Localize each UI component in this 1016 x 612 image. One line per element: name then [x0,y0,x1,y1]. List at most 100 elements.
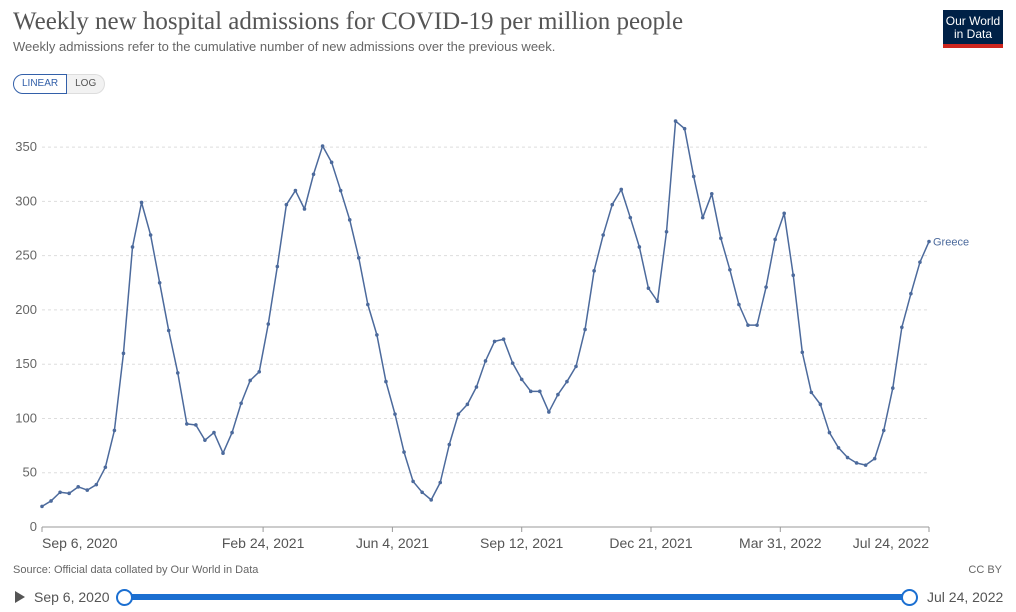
data-point[interactable] [212,430,216,435]
data-point[interactable] [890,386,895,390]
data-point[interactable] [121,351,126,356]
data-point[interactable] [456,412,461,416]
data-point[interactable] [384,379,388,384]
data-point[interactable] [501,337,506,342]
data-point[interactable] [918,260,922,264]
data-point[interactable] [311,172,316,177]
data-point[interactable] [728,267,732,272]
data-point[interactable] [519,377,524,382]
data-point[interactable] [592,269,596,273]
series-label-greece[interactable]: Greece [933,237,969,249]
data-point[interactable] [746,323,750,327]
owid-logo[interactable]: Our World in Data [943,10,1003,48]
data-point[interactable] [909,291,913,296]
data-point[interactable] [474,385,479,389]
data-point[interactable] [818,402,823,407]
data-point[interactable] [402,450,406,454]
data-point[interactable] [565,379,569,384]
data-point[interactable] [67,491,71,496]
data-point[interactable] [185,422,189,426]
data-point[interactable] [764,285,768,289]
data-point[interactable] [157,281,162,285]
data-point[interactable] [483,359,488,363]
data-point[interactable] [447,442,452,447]
data-point[interactable] [510,361,515,365]
data-point[interactable] [284,202,289,207]
data-point[interactable] [900,325,904,330]
data-point[interactable] [338,188,343,193]
data-point[interactable] [547,410,551,414]
data-point[interactable] [637,245,642,249]
data-point[interactable] [94,482,99,487]
data-point[interactable] [927,239,931,244]
data-point[interactable] [420,490,424,495]
data-point[interactable] [194,423,198,427]
data-point[interactable] [664,229,669,234]
data-point[interactable] [719,236,723,241]
data-point[interactable] [76,485,81,489]
data-point[interactable] [347,218,352,222]
data-point[interactable] [854,461,859,465]
data-point[interactable] [40,504,44,509]
data-point[interactable] [782,211,786,216]
data-point[interactable] [375,333,379,337]
data-point[interactable] [583,327,587,332]
data-point[interactable] [538,389,542,394]
data-point[interactable] [248,378,252,383]
data-point[interactable] [139,200,144,205]
source-note[interactable]: Source: Official data collated by Our Wo… [13,564,259,576]
data-point[interactable] [619,187,624,192]
data-point[interactable] [574,364,578,369]
data-point[interactable] [863,463,868,467]
timeline-track[interactable] [124,594,909,600]
data-point[interactable] [366,302,370,307]
data-point[interactable] [872,456,877,461]
data-point[interactable] [691,174,696,179]
data-point[interactable] [755,323,759,327]
data-point[interactable] [682,126,687,131]
license-label[interactable]: CC BY [968,564,1002,576]
data-point[interactable] [302,207,307,211]
data-point[interactable] [809,390,814,395]
timeline-start-handle[interactable] [116,589,133,606]
data-point[interactable] [700,215,705,220]
data-point[interactable] [393,412,397,416]
data-point[interactable] [438,480,443,485]
linear-scale-button[interactable]: LINEAR [13,74,68,94]
data-point[interactable] [230,430,234,435]
data-point[interactable] [266,322,271,326]
data-point[interactable] [610,202,615,207]
log-scale-button[interactable]: LOG [67,74,106,94]
data-point[interactable] [329,160,334,165]
data-point[interactable] [103,465,108,470]
data-point[interactable] [528,389,533,394]
data-point[interactable] [58,490,62,495]
data-point[interactable] [709,192,714,196]
data-point[interactable] [465,402,470,407]
data-point[interactable] [293,188,298,193]
data-point[interactable] [275,264,280,269]
data-point[interactable] [773,237,777,242]
line-chart[interactable]: 0 50 100 150 200 250 300 350 Sep 6, 2020 Feb 24, … [0,0,1016,560]
data-point[interactable] [112,428,117,433]
data-point[interactable] [356,256,361,260]
data-point[interactable] [320,144,325,148]
data-point[interactable] [49,499,53,503]
data-point[interactable] [673,119,678,123]
data-point[interactable] [239,401,243,406]
data-point[interactable] [791,273,796,278]
data-point[interactable] [411,479,415,484]
data-point[interactable] [203,438,207,442]
data-point[interactable] [836,445,841,450]
data-point[interactable] [166,328,171,333]
data-point[interactable] [221,451,225,455]
data-point[interactable] [845,455,850,460]
data-point[interactable] [881,428,886,433]
data-point[interactable] [492,339,497,344]
data-point[interactable] [737,302,741,307]
timeline-end-handle[interactable] [901,589,918,606]
data-point[interactable] [257,369,262,374]
data-point[interactable] [556,392,560,397]
data-point[interactable] [646,286,651,291]
data-point[interactable] [148,233,153,237]
